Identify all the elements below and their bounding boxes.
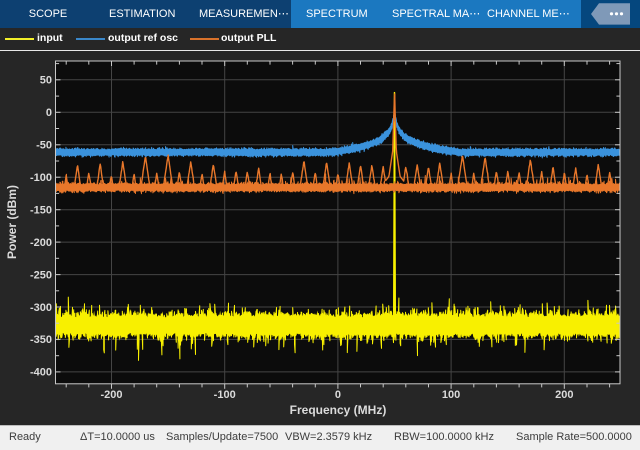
svg-text:-150: -150 bbox=[30, 205, 52, 217]
svg-text:Power (dBm): Power (dBm) bbox=[5, 185, 19, 259]
svg-text:0: 0 bbox=[335, 389, 341, 401]
svg-text:-100: -100 bbox=[214, 389, 236, 401]
svg-text:-100: -100 bbox=[30, 172, 52, 184]
svg-text:-250: -250 bbox=[30, 269, 52, 281]
svg-text:200: 200 bbox=[555, 389, 573, 401]
svg-text:-200: -200 bbox=[30, 237, 52, 249]
svg-text:0: 0 bbox=[46, 107, 52, 119]
svg-text:-50: -50 bbox=[36, 140, 52, 152]
svg-text:-200: -200 bbox=[100, 389, 122, 401]
svg-text:Frequency (MHz): Frequency (MHz) bbox=[290, 403, 387, 417]
svg-text:50: 50 bbox=[40, 75, 52, 87]
svg-text:-400: -400 bbox=[30, 367, 52, 379]
svg-text:-350: -350 bbox=[30, 334, 52, 346]
svg-text:-300: -300 bbox=[30, 302, 52, 314]
svg-text:100: 100 bbox=[442, 389, 460, 401]
